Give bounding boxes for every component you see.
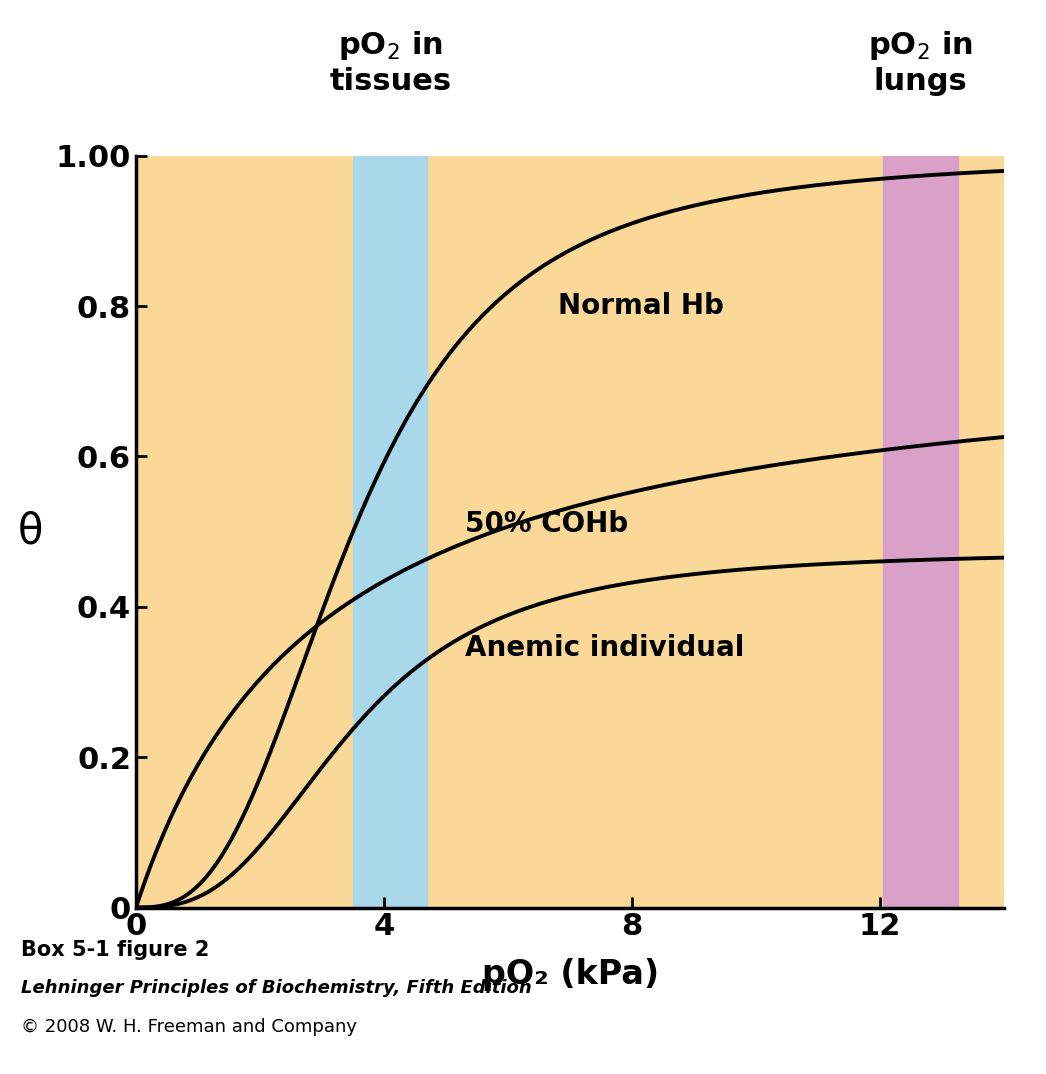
Text: 50% COHb: 50% COHb	[464, 510, 628, 538]
Text: pO$_2$ in
tissues: pO$_2$ in tissues	[329, 29, 451, 96]
Text: Anemic individual: Anemic individual	[464, 634, 744, 663]
Y-axis label: θ: θ	[18, 510, 44, 553]
Bar	[883, 156, 958, 908]
Bar	[353, 156, 428, 908]
X-axis label: pO₂ (kPa): pO₂ (kPa)	[481, 958, 659, 991]
Text: pO$_2$ in
lungs: pO$_2$ in lungs	[868, 29, 973, 96]
Text: Box 5-1 figure 2: Box 5-1 figure 2	[21, 940, 209, 960]
Text: Normal Hb: Normal Hb	[558, 292, 724, 320]
Text: Lehninger Principles of Biochemistry, Fifth Edition: Lehninger Principles of Biochemistry, Fi…	[21, 979, 531, 998]
Text: © 2008 W. H. Freeman and Company: © 2008 W. H. Freeman and Company	[21, 1018, 357, 1036]
